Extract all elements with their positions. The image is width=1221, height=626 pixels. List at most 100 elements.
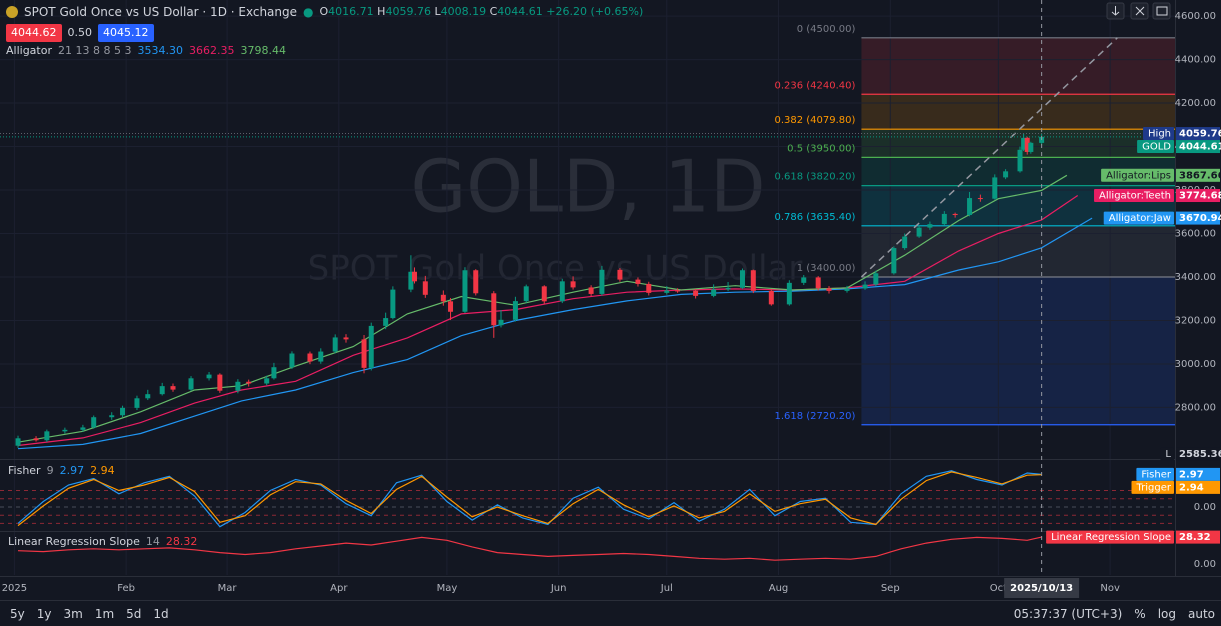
low-tag-label: L [1165, 449, 1171, 460]
chart: GOLD, 1D SPOT Gold Once vs US Dollar 0 (… [0, 0, 1221, 600]
alligator-line [17, 195, 1079, 447]
fisher-tag-label-bg [1131, 480, 1174, 494]
range-button[interactable]: 1d [153, 606, 169, 621]
fib-label: 1.618 (2720.20) [774, 411, 855, 422]
legend-header: SPOT Gold Once vs US Dollar · 1D · Excha… [6, 3, 643, 60]
alligator-line [17, 174, 1068, 443]
y-tick-label: 3200.00 [1175, 315, 1216, 326]
candle-body [941, 213, 947, 225]
watermark: GOLD, 1D [410, 145, 765, 229]
fib-band [861, 37, 1175, 95]
y-tick-label: 0.00 [1194, 502, 1216, 513]
candle-body [512, 301, 518, 320]
ohlc-label: O [319, 5, 329, 18]
range-button[interactable]: 3m [63, 606, 83, 621]
x-tick-label: Jul [660, 583, 673, 594]
scale-option[interactable]: % [1134, 606, 1146, 621]
candle-body [635, 279, 641, 284]
high-tag-label: High [1148, 129, 1171, 140]
range-button[interactable]: 1m [94, 606, 115, 621]
candle-body [711, 289, 717, 296]
fib-band [861, 94, 1175, 130]
candle-body [1003, 171, 1009, 178]
x-tick-label: Jun [550, 583, 567, 594]
candle-body [786, 282, 792, 305]
candle-body [1021, 137, 1027, 150]
candle-body [170, 386, 176, 390]
candle-body [559, 281, 565, 302]
sell-button[interactable]: 4044.62 [6, 24, 62, 42]
candle-body [739, 270, 745, 288]
toolbar-icon [1135, 6, 1145, 16]
x-tick-label: Feb [117, 583, 135, 594]
x-tick-label: Mar [218, 583, 238, 594]
fisher-tag-value: 2.97 [1179, 469, 1204, 480]
clock: 05:37:37 (UTC+3) [1013, 606, 1123, 621]
fisher-tag-label: Fisher [1141, 469, 1172, 480]
fisher-tag-label-bg [1136, 467, 1174, 481]
fib-label: 0.5 (3950.00) [787, 143, 855, 154]
candle-body [361, 339, 367, 368]
ohlc-value: 4008.19 [440, 5, 487, 18]
buy-button[interactable]: 4045.12 [98, 24, 154, 42]
alligator-tag-value-bg [1176, 211, 1220, 225]
candle-body [927, 224, 933, 228]
candle-body [332, 337, 338, 352]
fib-label: 0.786 (3635.40) [774, 212, 855, 223]
range-button[interactable]: 5d [126, 606, 142, 621]
ohlc-label: L [434, 5, 441, 18]
x-tick-label: Nov [1100, 583, 1120, 594]
candle-body [844, 288, 850, 291]
candle-body [134, 398, 140, 408]
low-tag-value-bg [1176, 447, 1220, 461]
price-tag-value-bg [1176, 140, 1220, 154]
candle-body [693, 290, 699, 296]
ohlc: O4016.71 H4059.76 L4008.19 C4044.61 +26.… [320, 3, 644, 21]
pane-title: Linear Regression Slope [8, 535, 140, 548]
candle-body [271, 367, 277, 379]
low-tag-label-bg [1160, 447, 1174, 461]
fib-label: 1 (3400.00) [797, 263, 856, 274]
watermark-sub: SPOT Gold Once vs US Dollar [308, 249, 803, 289]
fisher-line [17, 471, 1042, 527]
trade-row: 4044.62 0.50 4045.12 [6, 24, 643, 42]
alligator-tag-value: 3774.68 [1179, 191, 1221, 202]
scale-option[interactable]: log [1157, 606, 1176, 621]
candle-body [318, 351, 324, 362]
candle-body [44, 431, 50, 441]
spread: 0.50 [67, 26, 93, 39]
background [0, 0, 1221, 600]
x-tick-label: Apr [330, 583, 348, 594]
candle-body [440, 294, 446, 302]
trend-line [860, 37, 1118, 278]
x-tick-label: Oct [990, 583, 1007, 594]
candle-body [801, 277, 807, 283]
alligator-tag-value-bg [1176, 189, 1220, 203]
candle-body [768, 290, 774, 305]
range-button[interactable]: 1y [36, 606, 52, 621]
candle-body [1017, 149, 1023, 172]
candle-body [916, 227, 922, 237]
candle-body [217, 374, 223, 391]
candle-body [411, 271, 417, 282]
scale-option[interactable]: auto [1187, 606, 1215, 621]
crosshair-label: 2025/10/13 [1010, 583, 1073, 594]
candle-body [390, 289, 396, 319]
range-button[interactable]: 5y [10, 606, 25, 621]
fisher-tag-label: Trigger [1136, 482, 1172, 493]
pane-title: Fisher [8, 464, 41, 477]
fisher-tag-value-bg [1176, 467, 1220, 481]
candle-body [750, 270, 756, 291]
pane-param: 9 [47, 464, 54, 477]
symbol-title: SPOT Gold Once vs US Dollar · 1D · Excha… [24, 5, 298, 19]
candle-body [617, 269, 623, 280]
candle-body [952, 213, 958, 216]
y-tick-label: 2800.00 [1175, 402, 1216, 413]
candle-body [826, 288, 832, 291]
candle-body [891, 248, 897, 274]
candle-body [109, 415, 115, 418]
ohlc-value: 4044.61 [497, 5, 543, 18]
ohlc-change: +26.20 (+0.65%) [546, 5, 644, 18]
slope-tag-label-bg [1046, 530, 1174, 544]
fisher-line [17, 470, 1042, 528]
